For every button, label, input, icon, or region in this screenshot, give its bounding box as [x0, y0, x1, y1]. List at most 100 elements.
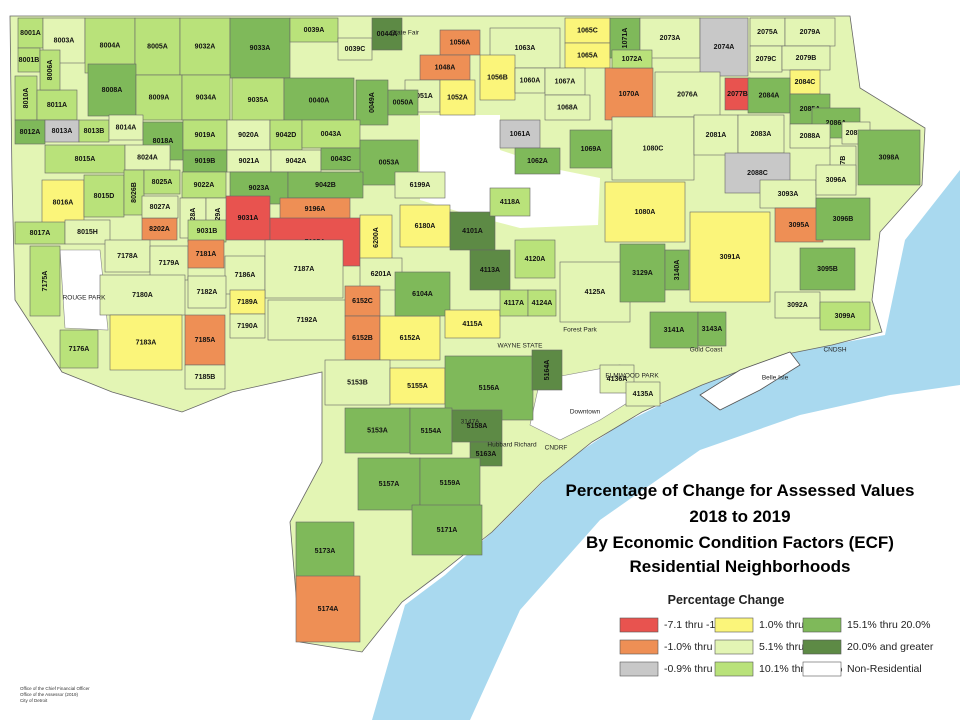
neighborhood: 8013A [44, 119, 80, 143]
neighborhood-area [439, 29, 481, 56]
neighborhood: 8013B [78, 119, 110, 143]
neighborhood-label: 8017A [30, 230, 51, 237]
neighborhood: 1056A [439, 29, 481, 56]
detroit-river [372, 170, 960, 720]
neighborhood-label: 8006A [47, 60, 54, 81]
neighborhood-label: 9031B [197, 228, 218, 235]
neighborhood: 7180A [99, 274, 186, 316]
legend-swatch [619, 639, 659, 655]
neighborhood-area [134, 17, 181, 76]
neighborhood: 0043A [301, 119, 361, 149]
neighborhood-label: 4125A [585, 289, 606, 296]
neighborhood-label: 5157A [379, 481, 400, 488]
neighborhood: 6180A [399, 204, 451, 248]
neighborhood: 7179A [149, 245, 189, 281]
neighborhood-label: 2081A [706, 132, 727, 139]
neighborhood-label: 9042D [276, 132, 297, 139]
neighborhood-area [564, 42, 611, 69]
neighborhood: 8024A [124, 144, 171, 171]
neighborhood-area [747, 77, 791, 114]
neighborhood-area [389, 367, 446, 405]
neighborhood-label: 9031A [238, 215, 259, 222]
neighborhood-area [357, 457, 421, 511]
neighborhood-area [451, 409, 503, 443]
neighborhood: 6152B [344, 315, 381, 361]
neighborhood-label: 6199A [410, 182, 431, 189]
neighborhood-area [141, 195, 179, 219]
neighborhood-label: 1065A [577, 52, 598, 59]
place-label: CNDRF [545, 445, 568, 452]
neighborhood: 9033A [229, 17, 291, 79]
neighborhood-label: 9023A [249, 185, 270, 192]
neighborhood: 3095B [799, 247, 856, 291]
neighborhood: 4135A [625, 381, 661, 407]
neighborhood-label: 6152C [352, 298, 373, 305]
neighborhood: 5164A [531, 349, 563, 391]
neighborhood: 8027A [141, 195, 179, 219]
neighborhood-area [611, 49, 653, 69]
neighborhood: 7190A [229, 313, 266, 339]
neighborhood-area [531, 349, 563, 391]
neighborhood-area [564, 17, 611, 44]
neighborhood-area [344, 285, 381, 317]
neighborhood-label: 0049A [369, 92, 376, 113]
place-label: ELMWOOD PARK [605, 373, 659, 380]
neighborhood-label: 2079A [800, 29, 821, 36]
neighborhood-area [295, 575, 361, 643]
neighborhood: 4124A [527, 289, 557, 317]
title-line: Percentage of Change for Assessed Values [566, 481, 915, 500]
neighborhood-area [737, 114, 785, 154]
neighborhood-label: 5158A [467, 423, 488, 430]
neighborhood-label: 1048A [435, 64, 456, 71]
neighborhood-area [857, 129, 921, 186]
legend: Percentage Change -7.1 thru -15.5%-1.0% … [619, 593, 934, 677]
neighborhood-label: 7190A [237, 323, 258, 330]
neighborhood-label: 9034A [196, 94, 217, 101]
neighborhood: 1065A [564, 42, 611, 69]
neighborhood-label: 2076A [677, 91, 698, 98]
neighborhood-area [489, 187, 531, 217]
legend-swatch [802, 661, 842, 677]
legend-label: 20.0% and greater [847, 641, 934, 653]
neighborhood-label: 7189A [237, 299, 258, 306]
neighborhood-area [124, 144, 171, 171]
neighborhood-area [774, 207, 824, 243]
neighborhood-area [143, 169, 181, 195]
neighborhood-label: 3095B [817, 266, 838, 273]
neighborhood: 7182A [187, 275, 227, 309]
neighborhood: 3092A [774, 291, 821, 319]
neighborhood-label: 2088A [800, 133, 821, 140]
neighborhood-label: 7182A [197, 289, 218, 296]
neighborhood-label: 1061A [510, 131, 531, 138]
neighborhood-label: 4117A [504, 300, 524, 307]
neighborhood: 8016A [41, 179, 85, 226]
neighborhood: 4117A [499, 289, 529, 317]
neighborhood: 9020A [226, 119, 271, 151]
place-label: Hubbard Richard [487, 442, 537, 449]
non-residential-area [420, 115, 600, 228]
neighborhood: 7187A [264, 239, 344, 299]
neighborhood-label: 3129A [632, 270, 653, 277]
neighborhood-area [301, 119, 361, 149]
neighborhood: 7192A [267, 299, 347, 341]
neighborhood: 8008A [87, 63, 137, 117]
neighborhood-area [444, 355, 534, 421]
neighborhood-area [749, 45, 783, 73]
neighborhood: 2084A [747, 77, 791, 114]
neighborhood-label: 7175A [42, 271, 49, 292]
neighborhood-label: 7187A [294, 266, 315, 273]
neighborhood-label: 8001B [19, 57, 40, 64]
neighborhood-area [693, 114, 739, 156]
neighborhood: 1072A [611, 49, 653, 69]
neighborhood-label: 1056A [450, 39, 471, 46]
neighborhood-area [64, 219, 111, 245]
neighborhood-label: 8015H [77, 229, 98, 236]
place-labels: ROUGE PARK WAYNE STATE ELMWOOD PARK Belle I… [63, 30, 847, 452]
neighborhood-label: 2077B [727, 91, 748, 98]
neighborhood-label: 8012A [20, 129, 41, 136]
neighborhood-area [689, 211, 771, 303]
neighborhood-label: 1065C [577, 27, 598, 34]
neighborhood-label: 4120A [525, 256, 546, 263]
neighborhood: 8001B [17, 47, 41, 73]
